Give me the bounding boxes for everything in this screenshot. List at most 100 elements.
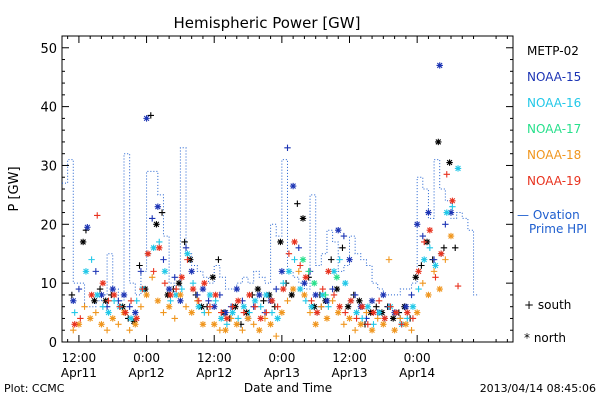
noaa-16-point xyxy=(246,309,253,316)
noaa-16-point xyxy=(291,256,298,263)
noaa-18-point xyxy=(385,256,393,263)
noaa-15-point xyxy=(132,309,139,316)
metp-02-point xyxy=(327,256,335,263)
noaa-19-point xyxy=(449,197,456,204)
chart-title: Hemispheric Power [GW] xyxy=(174,14,361,32)
noaa-18-point xyxy=(295,268,302,275)
metp-02-point xyxy=(260,297,267,305)
noaa-18-point xyxy=(177,291,184,299)
noaa-15-point xyxy=(149,215,156,222)
marker-key-north: * north xyxy=(524,331,566,345)
noaa-19-point xyxy=(127,297,135,305)
noaa-15-point xyxy=(188,268,195,275)
noaa-15-point xyxy=(109,285,116,293)
noaa-18-point xyxy=(397,315,404,322)
noaa-15-point xyxy=(346,256,353,263)
noaa-15-point xyxy=(92,268,100,275)
noaa-19-point xyxy=(178,274,185,281)
noaa-19-point xyxy=(223,315,231,322)
noaa-19-point xyxy=(313,309,321,316)
noaa-18-point xyxy=(447,232,455,240)
metp-02-point xyxy=(344,303,352,310)
noaa-19-point xyxy=(133,315,140,322)
noaa-19-point xyxy=(296,262,304,269)
legend: METP-02 NOAA-15 NOAA-16 NOAA-17 NOAA-18 NOAA-… xyxy=(527,44,581,188)
noaa-18-point xyxy=(103,327,111,334)
noaa-19-point xyxy=(184,256,191,263)
series-markers xyxy=(68,62,462,340)
noaa-19-point xyxy=(156,244,163,252)
noaa-15-point xyxy=(154,203,162,210)
noaa-19-point xyxy=(240,309,248,316)
noaa-16-point xyxy=(234,315,242,322)
noaa-15-point xyxy=(419,232,426,240)
noaa-19-point xyxy=(421,238,428,246)
x-tick-date-label: Apr11 xyxy=(61,366,97,380)
noaa-15-point xyxy=(171,274,178,281)
noaa-15-point xyxy=(75,285,83,293)
noaa-18-point xyxy=(351,327,359,334)
metp-02-point xyxy=(254,285,262,293)
noaa-15-point xyxy=(284,144,291,152)
metp-02-point xyxy=(79,238,87,246)
noaa-19-point xyxy=(392,309,400,316)
metp-02-point xyxy=(215,256,222,263)
noaa-15-point xyxy=(295,244,302,252)
noaa-16-point xyxy=(330,268,338,275)
x-tick-date-label: Apr13 xyxy=(264,366,300,380)
noaa-19-point xyxy=(342,309,349,316)
noaa-18-point xyxy=(233,321,240,328)
noaa-19-point xyxy=(201,279,208,287)
noaa-19-point xyxy=(139,285,146,293)
noaa-19-point xyxy=(353,315,360,322)
noaa-18-point xyxy=(391,327,398,334)
noaa-15-point xyxy=(351,291,359,299)
metp-02-point xyxy=(446,159,453,166)
noaa-15-point xyxy=(98,291,105,299)
noaa-16-point xyxy=(280,279,287,287)
noaa-18-point xyxy=(160,309,167,316)
noaa-16-point xyxy=(110,297,118,305)
noaa-15-point xyxy=(335,226,342,234)
noaa-18-point xyxy=(132,321,139,328)
noaa-19-point xyxy=(415,268,422,275)
noaa-19-point xyxy=(387,303,394,310)
noaa-18-point xyxy=(149,274,156,281)
noaa-18-point xyxy=(284,297,291,305)
noaa-16-point xyxy=(415,285,422,293)
noaa-19-point xyxy=(336,303,343,310)
noaa-18-point xyxy=(182,303,190,310)
noaa-17-point xyxy=(311,279,318,287)
metp-02-point xyxy=(91,297,98,305)
noaa-18-point xyxy=(171,315,178,322)
metp-02-point xyxy=(181,238,188,246)
noaa-19-point xyxy=(319,285,326,293)
metp-02-point xyxy=(68,291,76,299)
noaa-15-point xyxy=(301,279,308,287)
noaa-16-point xyxy=(358,315,366,322)
x-tick-label: 0:00 xyxy=(133,351,160,365)
metp-02-point xyxy=(390,315,397,322)
y-axis-label: P [GW] xyxy=(7,166,22,211)
noaa-19-point xyxy=(398,321,405,328)
x-tick-date-label: Apr12 xyxy=(129,366,165,380)
noaa-16-point xyxy=(364,303,372,310)
noaa-18-point xyxy=(442,256,449,263)
noaa-15-point xyxy=(380,291,387,299)
noaa-16-point xyxy=(206,291,214,299)
noaa-18-point xyxy=(408,327,415,334)
noaa-16-point xyxy=(223,321,231,328)
noaa-19-point xyxy=(454,282,462,290)
noaa-19-point xyxy=(308,297,315,305)
noaa-18-point xyxy=(289,285,297,293)
noaa-19-point xyxy=(330,291,338,299)
noaa-19-point xyxy=(302,274,310,281)
noaa-19-point xyxy=(172,285,180,293)
noaa-16-point xyxy=(184,250,191,257)
noaa-16-point xyxy=(353,309,360,316)
noaa-16-point xyxy=(127,315,135,322)
noaa-19-point xyxy=(94,212,101,219)
noaa-15-point xyxy=(160,256,167,263)
noaa-15-point xyxy=(137,268,145,275)
noaa-15-point xyxy=(323,297,331,305)
